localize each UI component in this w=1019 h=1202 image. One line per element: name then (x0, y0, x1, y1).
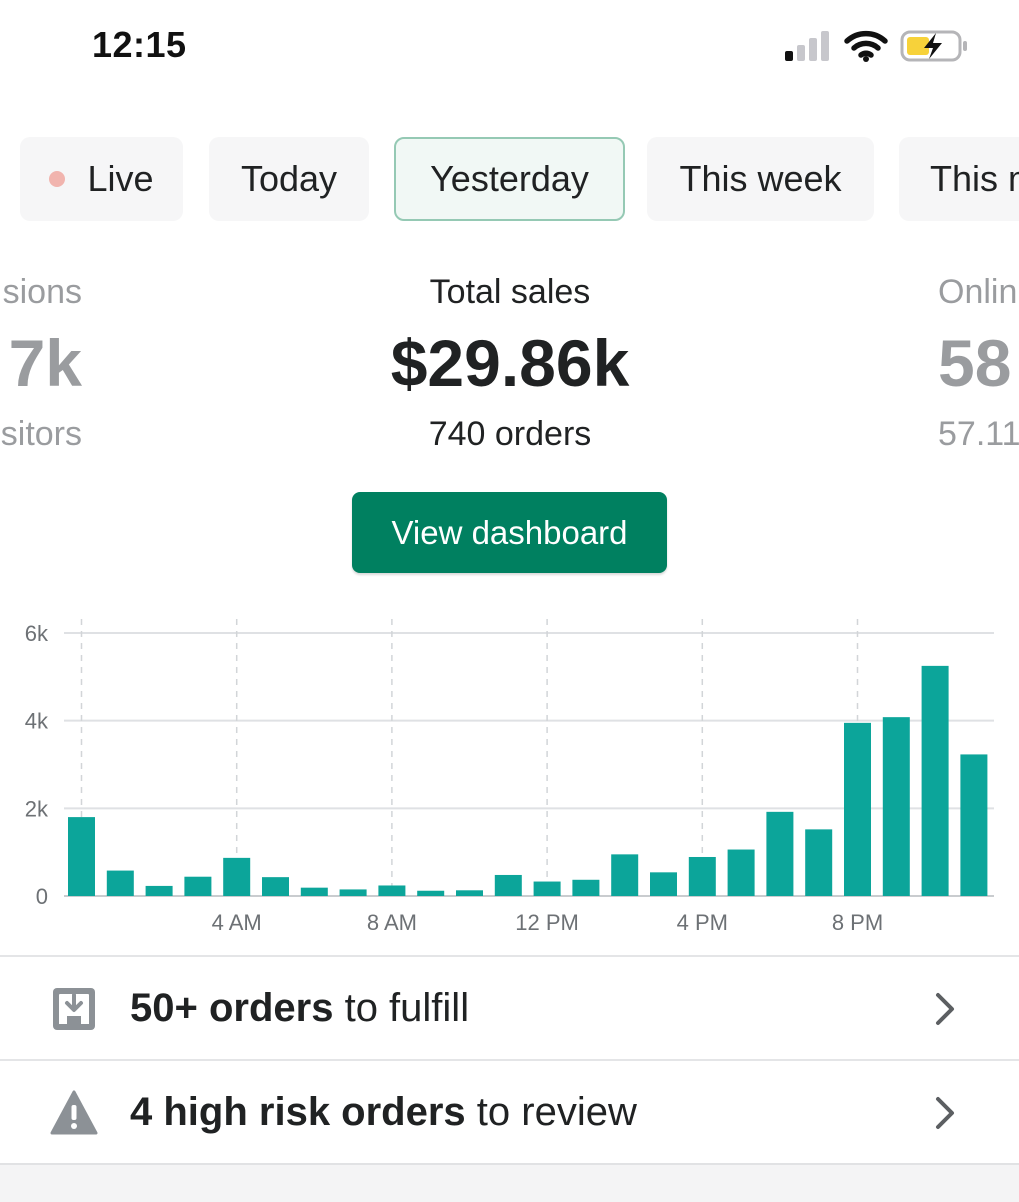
tab-label: This m (930, 158, 1019, 199)
bar-hour-23 (960, 754, 988, 896)
metric-value: 58 (938, 326, 1012, 400)
metric-label: sions (2, 273, 82, 311)
bar-hour-22 (921, 665, 949, 896)
sales-bar-chart: 0 2k 4k 6k 4 AM 8 AM 12 PM 4 PM 8 PM (25, 619, 994, 935)
bar-hour-21 (882, 717, 910, 896)
row-bold-text: 4 high risk orders (130, 1090, 466, 1134)
bar-hour-14 (611, 854, 639, 896)
bar-hour-16 (688, 856, 716, 896)
bar-hour-2 (145, 885, 173, 896)
view-dashboard-button[interactable]: View dashboard (352, 492, 667, 573)
metric-label: Total sales (429, 273, 591, 311)
tab-this-week[interactable]: This week (647, 137, 874, 221)
wifi-icon (844, 30, 888, 62)
warning-triangle-icon (50, 1090, 98, 1134)
metric-total-sales: Total sales $29.86k 740 orders (310, 268, 710, 458)
battery-charging-icon (900, 30, 967, 62)
bar-hour-5 (262, 877, 289, 896)
bar-hour-10 (456, 890, 483, 896)
y-tick-label: 4k (25, 709, 49, 734)
row-text: 4 high risk orders to review (130, 1090, 637, 1135)
bar-hour-13 (572, 879, 600, 896)
bar-hour-1 (106, 870, 134, 896)
row-rest-text: to fulfill (333, 986, 470, 1030)
inbox-download-icon (53, 987, 95, 1030)
bar-hour-6 (300, 887, 328, 896)
metric-online-store[interactable]: Onlin 58 57.11 (938, 268, 1019, 458)
tab-label: Today (240, 158, 338, 199)
metric-label: Onlin (938, 273, 1018, 311)
row-bold-text: 50+ orders (130, 986, 334, 1030)
y-tick-label: 6k (25, 621, 49, 646)
chevron-right-icon (936, 992, 954, 1025)
row-text: 50+ orders to fulfill (130, 986, 469, 1031)
bar-hour-17 (727, 849, 755, 896)
bar-hour-3 (184, 876, 212, 896)
tab-label: Live (87, 158, 154, 199)
x-tick-label: 8 PM (832, 910, 883, 935)
bar-hour-12 (533, 881, 561, 896)
live-indicator-dot (49, 171, 66, 187)
bar-hour-11 (494, 874, 522, 896)
cellular-signal-icon (785, 31, 829, 61)
metric-sessions[interactable]: sions 7k sitors (0, 268, 82, 458)
y-tick-label: 2k (25, 796, 49, 821)
tab-live[interactable]: Live (20, 137, 183, 221)
bar-hour-8 (378, 885, 406, 896)
tab-label: This week (679, 158, 842, 199)
bottom-section-divider (0, 1163, 1019, 1202)
bar-hour-18 (766, 811, 794, 896)
bar-hour-19 (805, 829, 833, 896)
metric-value: $29.86k (390, 326, 630, 400)
row-rest-text: to review (465, 1090, 637, 1134)
x-tick-label: 4 PM (677, 910, 728, 935)
metric-sub: 57.11 (938, 415, 1019, 453)
orders-to-fulfill-row[interactable]: 50+ orders to fulfill (0, 955, 1019, 1060)
bar-hour-20 (844, 722, 871, 896)
metric-sub: sitors (0, 415, 82, 453)
bar-hour-0 (68, 817, 95, 896)
tab-label: Yesterday (430, 158, 589, 199)
status-bar: 12:15 (0, 0, 1019, 95)
chevron-right-icon (936, 1096, 954, 1129)
y-tick-label: 0 (36, 884, 48, 909)
bar-hour-7 (339, 889, 367, 896)
metric-sub: 740 orders (428, 415, 592, 453)
tab-yesterday[interactable]: Yesterday (394, 137, 625, 221)
high-risk-orders-row[interactable]: 4 high risk orders to review (0, 1059, 1019, 1164)
bar-hour-15 (650, 872, 677, 896)
bar-hour-4 (223, 857, 251, 896)
x-tick-label: 8 AM (367, 910, 417, 935)
x-tick-label: 12 PM (515, 910, 579, 935)
x-tick-label: 4 AM (212, 910, 262, 935)
bar-hour-9 (417, 890, 445, 896)
clock: 12:15 (92, 24, 187, 65)
tab-today[interactable]: Today (209, 137, 369, 221)
metric-value: 7k (8, 326, 82, 400)
date-range-tabs: Live Today Yesterday This week This m (0, 135, 1019, 225)
tab-this-month[interactable]: This m (899, 137, 1019, 221)
